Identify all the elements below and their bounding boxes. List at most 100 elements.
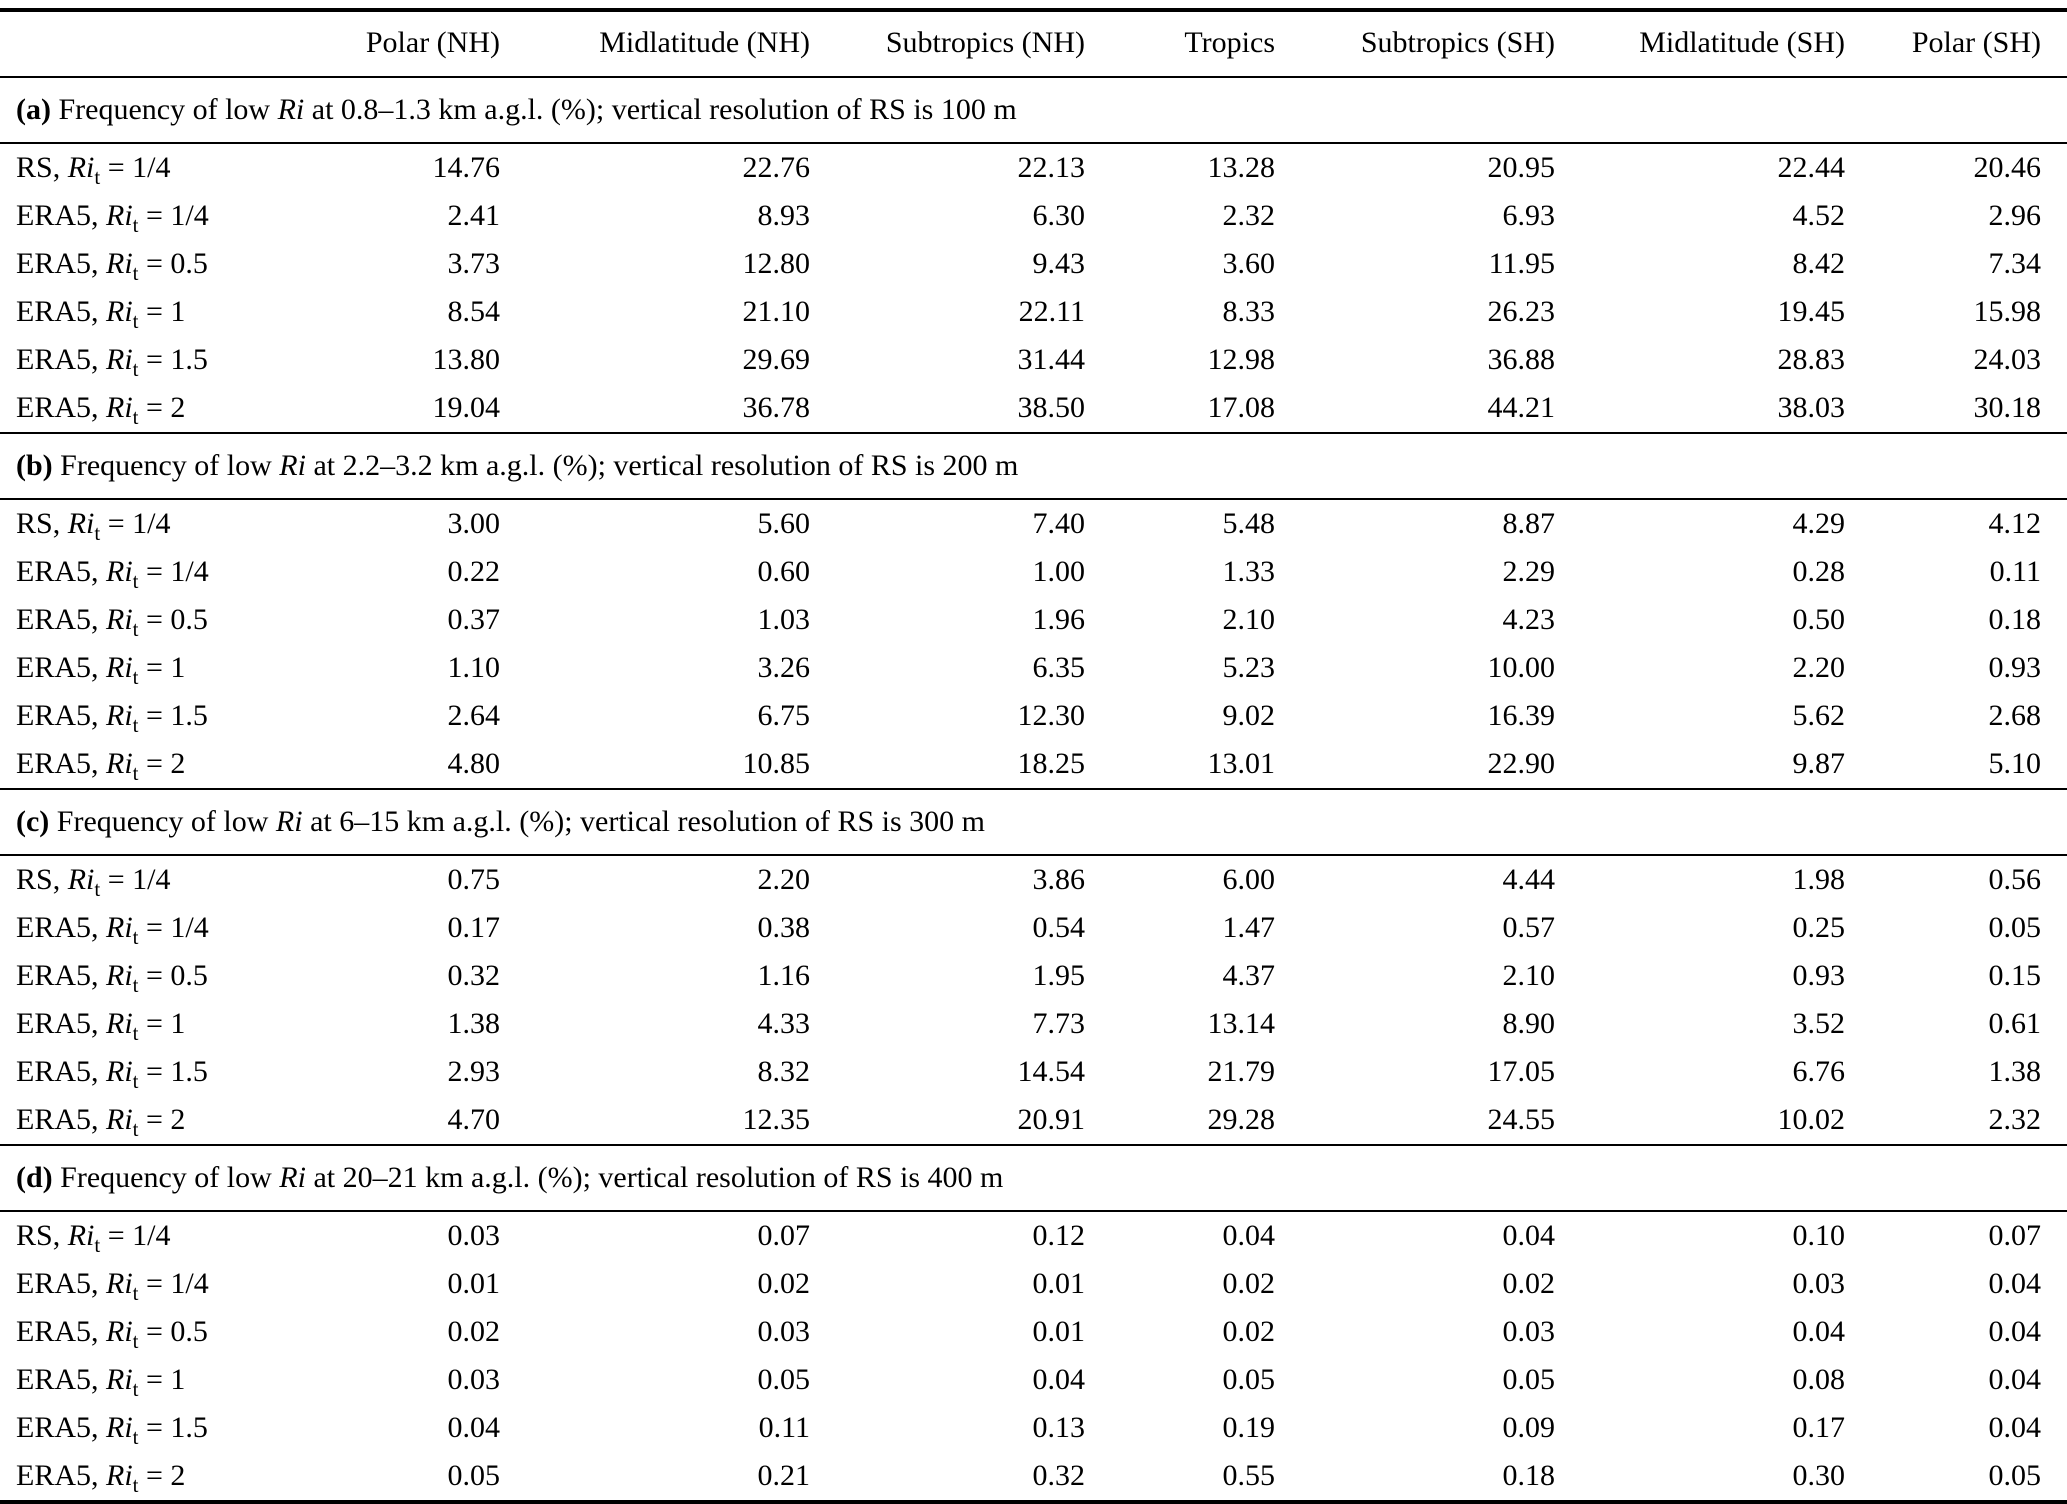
value-cell: 0.10 bbox=[1792, 1219, 1846, 1252]
value-cell: 0.17 bbox=[1792, 1411, 1846, 1444]
section-tag: (d) bbox=[16, 1161, 53, 1194]
value-cell: 18.25 bbox=[1017, 747, 1086, 780]
row-label: RS, Rit = 1/4 bbox=[16, 151, 171, 189]
row-label: ERA5, Rit = 2 bbox=[16, 391, 186, 429]
value-cell: 0.03 bbox=[1502, 1315, 1556, 1348]
data-row: ERA5, Rit = 1 0.03 0.05 0.04 0.05 0.05 0.08 0.0… bbox=[0, 1356, 2067, 1404]
value-cell: 1.95 bbox=[1032, 959, 1086, 992]
value-cell: 0.93 bbox=[1792, 959, 1846, 992]
value-cell: 44.21 bbox=[1487, 391, 1556, 424]
row-label: ERA5, Rit = 1.5 bbox=[16, 699, 208, 737]
ri-subscript: t bbox=[94, 1233, 101, 1257]
value-cell: 22.76 bbox=[742, 151, 811, 184]
value-cell: 0.57 bbox=[1502, 911, 1556, 944]
ri-subscript: t bbox=[132, 1425, 139, 1449]
value-cell: 6.76 bbox=[1792, 1055, 1846, 1088]
value-cell: 0.05 bbox=[447, 1459, 501, 1492]
value-cell: 0.05 bbox=[1988, 911, 2042, 944]
value-cell: 6.75 bbox=[757, 699, 811, 732]
value-cell: 0.02 bbox=[1222, 1315, 1276, 1348]
column-header: Subtropics (SH) bbox=[1360, 26, 1555, 59]
value-cell: 0.56 bbox=[1988, 863, 2042, 896]
value-cell: 8.93 bbox=[757, 199, 811, 232]
value-cell: 2.20 bbox=[1792, 651, 1846, 684]
value-cell: 26.23 bbox=[1487, 295, 1556, 328]
value-cell: 3.86 bbox=[1032, 863, 1086, 896]
value-cell: 0.04 bbox=[1032, 1363, 1086, 1396]
value-cell: 1.47 bbox=[1222, 911, 1276, 944]
data-row: ERA5, Rit = 1/4 0.22 0.60 1.00 1.33 2.29 0.28 0… bbox=[0, 548, 2067, 596]
ri-symbol: Ri bbox=[106, 1411, 133, 1444]
row-label: ERA5, Rit = 0.5 bbox=[16, 603, 208, 641]
row-label: ERA5, Rit = 1 bbox=[16, 295, 186, 333]
ri-symbol: Ri bbox=[67, 1219, 95, 1252]
value-cell: 0.13 bbox=[1032, 1411, 1086, 1444]
value-cell: 7.34 bbox=[1988, 247, 2042, 280]
data-row: ERA5, Rit = 1.5 2.64 6.75 12.30 9.02 16.39 5.6… bbox=[0, 692, 2067, 740]
value-cell: 38.03 bbox=[1777, 391, 1846, 424]
ri-subscript: t bbox=[132, 617, 139, 641]
value-cell: 4.33 bbox=[757, 1007, 811, 1040]
row-label: ERA5, Rit = 1.5 bbox=[16, 343, 208, 381]
ri-subscript: t bbox=[94, 877, 101, 901]
value-cell: 5.60 bbox=[757, 507, 811, 540]
value-cell: 0.02 bbox=[1222, 1267, 1276, 1300]
value-cell: 0.55 bbox=[1222, 1459, 1276, 1492]
value-cell: 38.50 bbox=[1017, 391, 1086, 424]
value-cell: 13.01 bbox=[1207, 747, 1276, 780]
value-cell: 4.12 bbox=[1988, 507, 2042, 540]
value-cell: 9.43 bbox=[1032, 247, 1086, 280]
value-cell: 22.44 bbox=[1777, 151, 1846, 184]
ri-subscript: t bbox=[132, 357, 139, 381]
column-header: Polar (NH) bbox=[365, 26, 500, 59]
value-cell: 3.52 bbox=[1792, 1007, 1846, 1040]
value-cell: 1.33 bbox=[1222, 555, 1276, 588]
value-cell: 0.75 bbox=[447, 863, 501, 896]
row-label: RS, Rit = 1/4 bbox=[16, 1219, 171, 1257]
value-cell: 0.21 bbox=[757, 1459, 811, 1492]
value-cell: 0.02 bbox=[1502, 1267, 1556, 1300]
row-label: ERA5, Rit = 2 bbox=[16, 1103, 186, 1141]
value-cell: 17.08 bbox=[1207, 391, 1276, 424]
value-cell: 2.29 bbox=[1502, 555, 1556, 588]
ri-symbol: Ri bbox=[106, 555, 133, 588]
value-cell: 0.17 bbox=[447, 911, 501, 944]
ri-symbol: Ri bbox=[106, 1315, 133, 1348]
section-caption: (a) Frequency of low Ri at 0.8–1.3 km a.… bbox=[0, 76, 2067, 144]
value-cell: 36.88 bbox=[1487, 343, 1556, 376]
value-cell: 15.98 bbox=[1973, 295, 2042, 328]
data-row: ERA5, Rit = 1 1.38 4.33 7.73 13.14 8.90 3.52 0.… bbox=[0, 1000, 2067, 1048]
section-tag: (b) bbox=[16, 449, 53, 482]
value-cell: 1.03 bbox=[757, 603, 811, 636]
ri-subscript: t bbox=[132, 569, 139, 593]
value-cell: 0.07 bbox=[757, 1219, 811, 1252]
value-cell: 31.44 bbox=[1017, 343, 1086, 376]
ri-symbol: Ri bbox=[106, 247, 133, 280]
value-cell: 20.95 bbox=[1487, 151, 1556, 184]
data-row: ERA5, Rit = 0.5 0.02 0.03 0.01 0.02 0.03 0.04 0… bbox=[0, 1308, 2067, 1356]
ri-subscript: t bbox=[132, 761, 139, 785]
value-cell: 4.44 bbox=[1502, 863, 1556, 896]
ri-symbol: Ri bbox=[106, 199, 133, 232]
section-tag: (c) bbox=[16, 805, 50, 838]
section-caption-row: (b) Frequency of low Ri at 2.2–3.2 km a.… bbox=[0, 432, 2067, 500]
ri-symbol: Ri bbox=[279, 449, 306, 482]
value-cell: 10.85 bbox=[742, 747, 811, 780]
value-cell: 2.64 bbox=[447, 699, 501, 732]
ri-subscript: t bbox=[132, 1473, 139, 1497]
row-label: RS, Rit = 1/4 bbox=[16, 507, 171, 545]
ri-symbol: Ri bbox=[106, 747, 133, 780]
value-cell: 2.41 bbox=[447, 199, 501, 232]
data-row: ERA5, Rit = 0.5 0.32 1.16 1.95 4.37 2.10 0.93 0… bbox=[0, 952, 2067, 1000]
ri-symbol: Ri bbox=[106, 651, 133, 684]
value-cell: 0.02 bbox=[757, 1267, 811, 1300]
value-cell: 0.05 bbox=[1502, 1363, 1556, 1396]
row-label: ERA5, Rit = 0.5 bbox=[16, 1315, 208, 1353]
value-cell: 0.01 bbox=[447, 1267, 501, 1300]
section-caption-row: (a) Frequency of low Ri at 0.8–1.3 km a.… bbox=[0, 76, 2067, 144]
value-cell: 5.10 bbox=[1988, 747, 2042, 780]
value-cell: 22.13 bbox=[1017, 151, 1086, 184]
value-cell: 1.98 bbox=[1792, 863, 1846, 896]
value-cell: 6.93 bbox=[1502, 199, 1556, 232]
value-cell: 1.96 bbox=[1032, 603, 1086, 636]
